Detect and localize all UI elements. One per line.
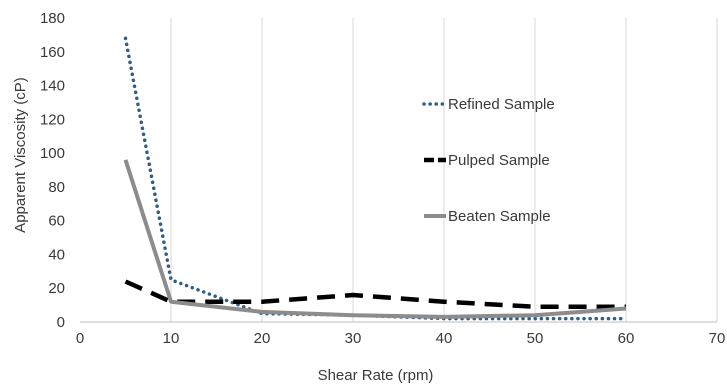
x-tick-label: 50 <box>527 330 544 347</box>
y-tick-label: 80 <box>48 179 65 196</box>
x-tick-label: 0 <box>76 330 84 347</box>
y-axis-title: Apparent Viscosity (cP) <box>12 77 29 233</box>
x-tick-label: 20 <box>254 330 271 347</box>
x-tick-label: 40 <box>436 330 453 347</box>
legend-label: Beaten Sample <box>448 208 551 225</box>
axes: 0 10 20 30 40 50 60 70 0 20 40 60 80 100 120 140 160 180 <box>40 10 725 347</box>
x-axis-title: Shear Rate (rpm) <box>318 367 434 384</box>
y-tick-label: 180 <box>40 10 65 27</box>
x-tick-label: 10 <box>163 330 180 347</box>
y-tick-label: 160 <box>40 44 65 61</box>
series-line-pulped-sample <box>124 279 626 310</box>
y-tick-label: 0 <box>57 314 65 331</box>
y-tick-label: 40 <box>48 246 65 263</box>
y-tick-label: 20 <box>48 280 65 297</box>
y-tick-label: 120 <box>40 111 65 128</box>
y-tick-label: 60 <box>48 213 65 230</box>
y-tick-label: 100 <box>40 145 65 162</box>
y-tick-label: 140 <box>40 78 65 95</box>
series-line-beaten-sample <box>123 159 627 319</box>
x-tick-label: 30 <box>345 330 362 347</box>
x-tick-label: 70 <box>709 330 726 347</box>
series-line-refined-sample <box>123 36 628 321</box>
x-tick-label: 60 <box>618 330 635 347</box>
gridlines <box>170 18 718 322</box>
legend-label: Refined Sample <box>448 96 555 113</box>
legend-label: Pulped Sample <box>448 152 550 169</box>
legend: Refined Sample Pulped Sample Beaten Sample <box>422 96 555 225</box>
series-lines <box>123 36 628 321</box>
